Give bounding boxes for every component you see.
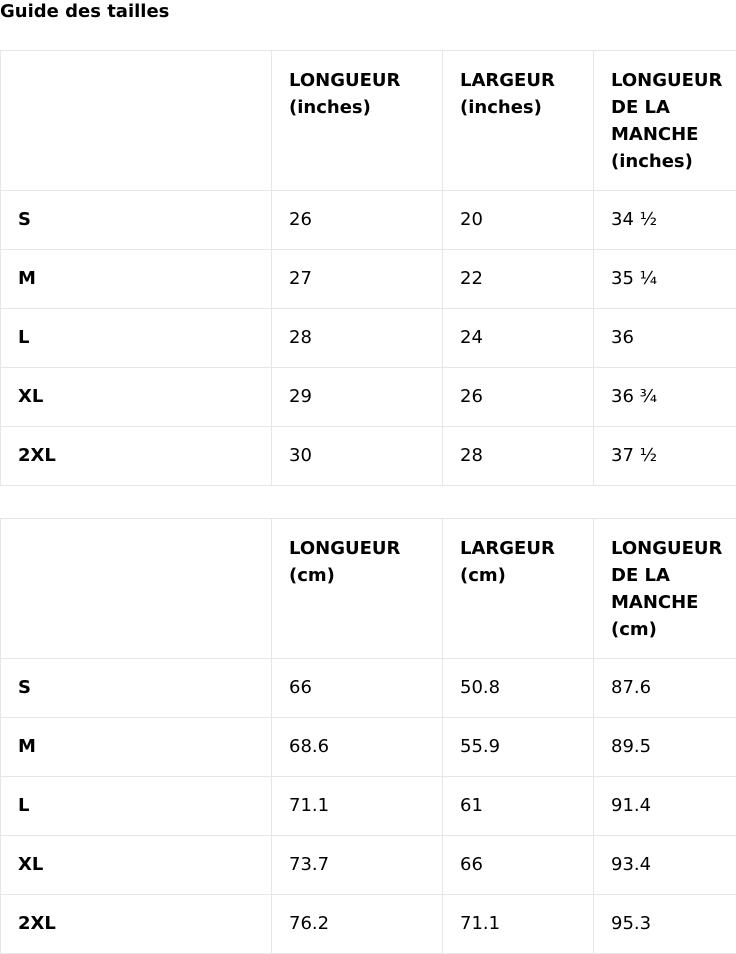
measure-cell: 87.6 bbox=[594, 659, 736, 718]
measure-cell: 55.9 bbox=[443, 718, 594, 777]
measure-cell: 89.5 bbox=[594, 718, 736, 777]
header-row: LONGUEUR (cm)LARGEUR (cm)LONGUEUR DE LA … bbox=[1, 519, 736, 659]
measure-cell: 35 ¼ bbox=[594, 250, 736, 309]
spacer bbox=[0, 486, 736, 518]
measure-cell: 76.2 bbox=[272, 895, 443, 954]
measure-cell: 66 bbox=[443, 836, 594, 895]
header-cell: LARGEUR (inches) bbox=[443, 51, 594, 191]
measure-cell: 61 bbox=[443, 777, 594, 836]
size-label: 2XL bbox=[1, 895, 272, 954]
size-table: LONGUEUR (cm)LARGEUR (cm)LONGUEUR DE LA … bbox=[0, 518, 736, 954]
measure-cell: 36 bbox=[594, 309, 736, 368]
measure-cell: 93.4 bbox=[594, 836, 736, 895]
measure-cell: 30 bbox=[272, 427, 443, 486]
measure-cell: 91.4 bbox=[594, 777, 736, 836]
size-label: S bbox=[1, 191, 272, 250]
measure-cell: 71.1 bbox=[443, 895, 594, 954]
measure-cell: 24 bbox=[443, 309, 594, 368]
measure-cell: 37 ½ bbox=[594, 427, 736, 486]
measure-cell: 28 bbox=[443, 427, 594, 486]
header-cell: LONGUEUR (cm) bbox=[272, 519, 443, 659]
measure-cell: 22 bbox=[443, 250, 594, 309]
measure-cell: 34 ½ bbox=[594, 191, 736, 250]
size-label: M bbox=[1, 250, 272, 309]
size-label: XL bbox=[1, 836, 272, 895]
header-cell bbox=[1, 519, 272, 659]
size-label: M bbox=[1, 718, 272, 777]
measure-cell: 26 bbox=[272, 191, 443, 250]
size-label: L bbox=[1, 309, 272, 368]
measure-cell: 20 bbox=[443, 191, 594, 250]
measure-cell: 26 bbox=[443, 368, 594, 427]
measure-cell: 29 bbox=[272, 368, 443, 427]
measure-cell: 68.6 bbox=[272, 718, 443, 777]
header-cell: LONGUEUR DE LA MANCHE (cm) bbox=[594, 519, 736, 659]
measure-cell: 71.1 bbox=[272, 777, 443, 836]
measure-cell: 95.3 bbox=[594, 895, 736, 954]
measure-cell: 27 bbox=[272, 250, 443, 309]
header-cell: LONGUEUR DE LA MANCHE (inches) bbox=[594, 51, 736, 191]
size-label: S bbox=[1, 659, 272, 718]
page-title: Guide des tailles bbox=[0, 0, 736, 50]
size-table: LONGUEUR (inches)LARGEUR (inches)LONGUEU… bbox=[0, 50, 736, 486]
measure-cell: 36 ¾ bbox=[594, 368, 736, 427]
measure-cell: 50.8 bbox=[443, 659, 594, 718]
header-cell: LONGUEUR (inches) bbox=[272, 51, 443, 191]
measure-cell: 73.7 bbox=[272, 836, 443, 895]
header-cell: LARGEUR (cm) bbox=[443, 519, 594, 659]
measure-cell: 28 bbox=[272, 309, 443, 368]
header-row: LONGUEUR (inches)LARGEUR (inches)LONGUEU… bbox=[1, 51, 736, 191]
size-label: 2XL bbox=[1, 427, 272, 486]
size-label: L bbox=[1, 777, 272, 836]
measure-cell: 66 bbox=[272, 659, 443, 718]
header-cell bbox=[1, 51, 272, 191]
size-label: XL bbox=[1, 368, 272, 427]
tables: LONGUEUR (inches)LARGEUR (inches)LONGUEU… bbox=[0, 50, 736, 954]
